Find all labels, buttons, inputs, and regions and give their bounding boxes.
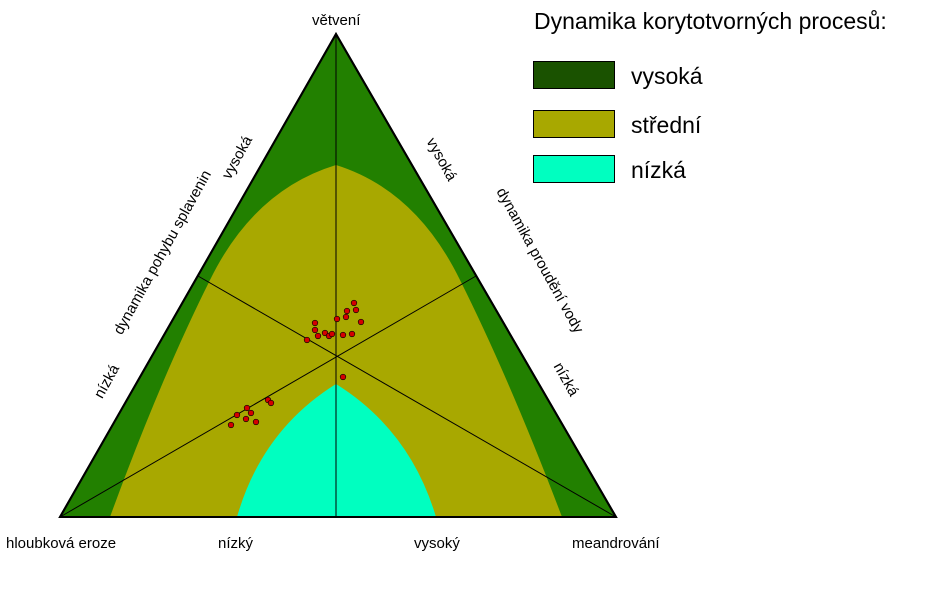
- sample-point: [311, 326, 319, 334]
- sample-point: [348, 330, 356, 338]
- sample-point: [242, 415, 250, 423]
- sample-point: [314, 332, 322, 340]
- sample-point: [339, 331, 347, 339]
- legend-swatch-medium: [533, 110, 615, 138]
- legend-swatch-low: [533, 155, 615, 183]
- sample-point: [247, 409, 255, 417]
- sample-point: [303, 336, 311, 344]
- sample-point: [342, 313, 350, 321]
- sample-point: [343, 307, 351, 315]
- axis-lines: [59, 34, 617, 518]
- legend-title: Dynamika korytotvorných procesů:: [534, 8, 887, 34]
- vertex-label-right: meandrování: [572, 535, 660, 552]
- sample-point: [233, 411, 241, 419]
- legend-swatch-high: [533, 61, 615, 89]
- triangle-outline: [58, 31, 618, 518]
- legend-label-medium: střední: [631, 112, 702, 138]
- sample-point: [339, 373, 347, 381]
- sample-point: [267, 399, 275, 407]
- bottom-axis-low-label: nízký: [218, 535, 254, 552]
- sample-point: [328, 330, 336, 338]
- sample-point: [350, 299, 358, 307]
- sample-point: [227, 421, 235, 429]
- legend-label-high: vysoká: [631, 63, 703, 89]
- vertex-label-left: hloubková eroze: [6, 535, 117, 552]
- sample-point: [352, 306, 360, 314]
- legend-label-low: nízká: [631, 157, 686, 183]
- sample-point: [252, 418, 260, 426]
- vertex-label-top: větvení: [312, 12, 361, 29]
- sample-point: [311, 319, 319, 327]
- sample-point: [357, 318, 365, 326]
- sample-point: [243, 404, 251, 412]
- sample-point: [333, 315, 341, 323]
- bottom-axis-high-label: vysoký: [414, 535, 460, 552]
- sample-points: [227, 299, 365, 429]
